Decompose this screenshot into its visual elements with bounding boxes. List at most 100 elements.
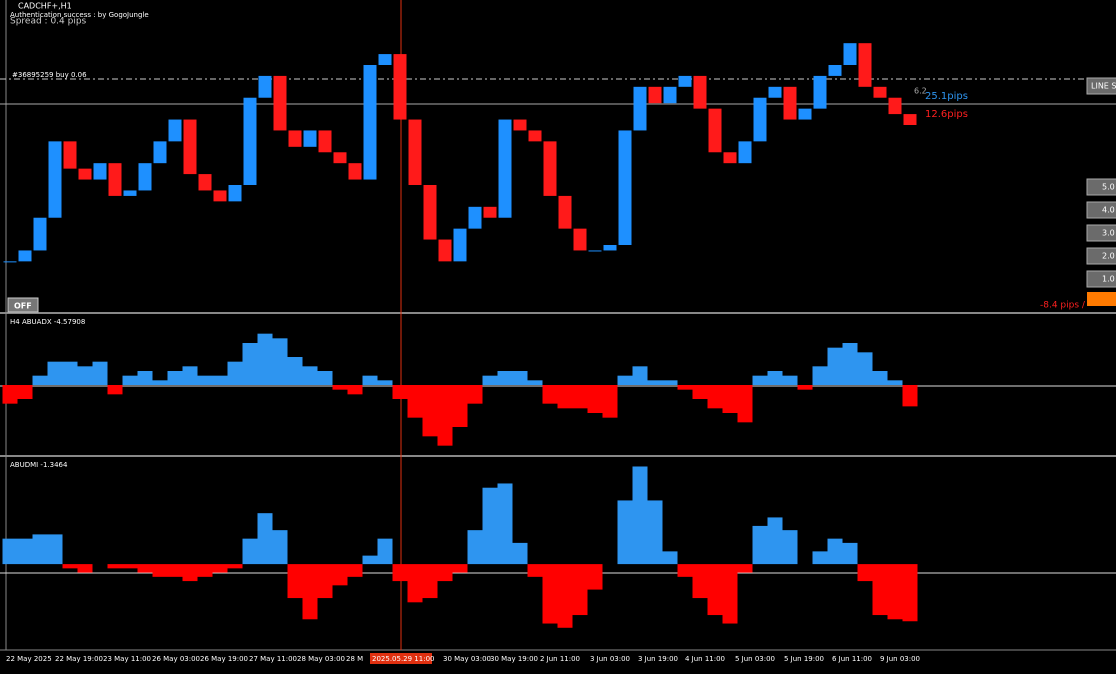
auth: Authentication success : by GogoJungle	[10, 11, 149, 19]
histogram-bar	[707, 385, 723, 409]
histogram-bar	[2, 385, 18, 404]
candle	[468, 206, 482, 229]
candle	[153, 141, 167, 164]
histogram-bar	[377, 538, 393, 565]
histogram-bar	[767, 371, 783, 385]
histogram-bar	[872, 371, 888, 385]
histogram-bar	[17, 385, 33, 399]
histogram-bar	[647, 380, 663, 385]
histogram-bar	[422, 564, 438, 599]
histogram-bar	[752, 375, 768, 385]
histogram-bar	[227, 361, 243, 385]
candle	[528, 130, 542, 142]
candle	[183, 119, 197, 175]
level-button-label: 1.0	[1102, 275, 1115, 284]
histogram-bar	[482, 487, 498, 565]
candle	[483, 206, 497, 218]
candle	[93, 163, 107, 180]
histogram-bar	[887, 564, 903, 620]
histogram-bar	[827, 347, 843, 385]
level-button[interactable]	[1086, 224, 1116, 242]
histogram-bar	[77, 564, 93, 573]
candle	[33, 217, 47, 251]
histogram-bar	[587, 385, 603, 413]
loss: -8.4 pips /	[1040, 301, 1086, 311]
histogram-bar	[857, 564, 873, 582]
histogram-bar	[872, 564, 888, 616]
histogram-bar	[317, 371, 333, 385]
histogram-bar	[407, 564, 423, 603]
histogram-bar	[362, 375, 378, 385]
histogram-bar	[677, 564, 693, 577]
time-label: 26 May 19:00	[200, 655, 248, 663]
symbol: CADCHF+,H1	[18, 2, 72, 11]
histogram-bar	[77, 366, 93, 385]
histogram-bar	[242, 538, 258, 565]
histogram-bar	[257, 513, 273, 565]
candle	[663, 86, 677, 104]
order: #36895259 buy 0.06	[12, 71, 87, 79]
histogram-bar	[842, 542, 858, 565]
histogram-bar	[227, 564, 243, 569]
candle	[243, 97, 257, 185]
histogram-bar	[182, 366, 198, 385]
time-label: 22 May 19:00	[55, 655, 103, 663]
candle	[813, 75, 827, 109]
time-label: 27 May 11:00	[249, 655, 297, 663]
histogram-bar	[632, 366, 648, 385]
level-button[interactable]	[1086, 247, 1116, 265]
time-label: 3 Jun 19:00	[638, 655, 678, 663]
histogram-bar	[302, 366, 318, 385]
time-label: 26 May 03:00	[152, 655, 200, 663]
candle	[273, 75, 287, 131]
histogram-bar	[377, 380, 393, 385]
candle	[288, 130, 302, 147]
time-label: 4 Jun 11:00	[685, 655, 725, 663]
histogram-bar	[362, 555, 378, 565]
line-button-label: LINE S	[1091, 82, 1116, 91]
small-label: 6.2	[914, 87, 927, 96]
time-label: 30 May 03:00	[443, 655, 491, 663]
line-button[interactable]	[1086, 77, 1116, 95]
time-label: 5 Jun 03:00	[735, 655, 775, 663]
off-button[interactable]	[7, 297, 39, 313]
level-button[interactable]	[1086, 201, 1116, 219]
histogram-bar	[332, 385, 348, 390]
histogram-bar	[257, 333, 273, 385]
histogram-bar	[827, 538, 843, 565]
histogram-bar	[347, 385, 363, 395]
candle	[648, 86, 662, 104]
candle	[393, 54, 407, 120]
histogram-bar	[767, 517, 783, 565]
time-label: 9 Jun 03:00	[880, 655, 920, 663]
candle	[48, 141, 62, 218]
level-button[interactable]	[1086, 270, 1116, 288]
time-label: 30 May 19:00	[490, 655, 538, 663]
histogram-bar	[437, 385, 453, 446]
histogram-bar	[902, 564, 918, 622]
histogram-bar	[302, 564, 318, 620]
histogram-bar	[242, 343, 258, 385]
time-label: 23 May 11:00	[103, 655, 151, 663]
histogram-bar	[497, 371, 513, 385]
candle	[738, 141, 752, 164]
dmi-title: ABUDMI -1.3464	[10, 461, 68, 469]
histogram-bar	[662, 380, 678, 385]
time-label: 2 Jun 11:00	[540, 655, 580, 663]
candle	[228, 185, 242, 202]
close-button[interactable]	[1087, 292, 1116, 306]
histogram-bar	[272, 530, 288, 565]
histogram-bar	[287, 564, 303, 599]
level-button[interactable]	[1086, 178, 1116, 196]
candle	[768, 86, 782, 98]
candle	[333, 152, 347, 164]
histogram-bar	[47, 361, 63, 385]
level-button-label: 3.0	[1102, 229, 1115, 238]
histogram-bar	[272, 338, 288, 385]
candle	[408, 119, 422, 185]
histogram-bar	[527, 380, 543, 385]
histogram-bar	[662, 551, 678, 565]
candle	[588, 250, 602, 252]
candle	[18, 250, 32, 262]
histogram-bar	[167, 371, 183, 385]
